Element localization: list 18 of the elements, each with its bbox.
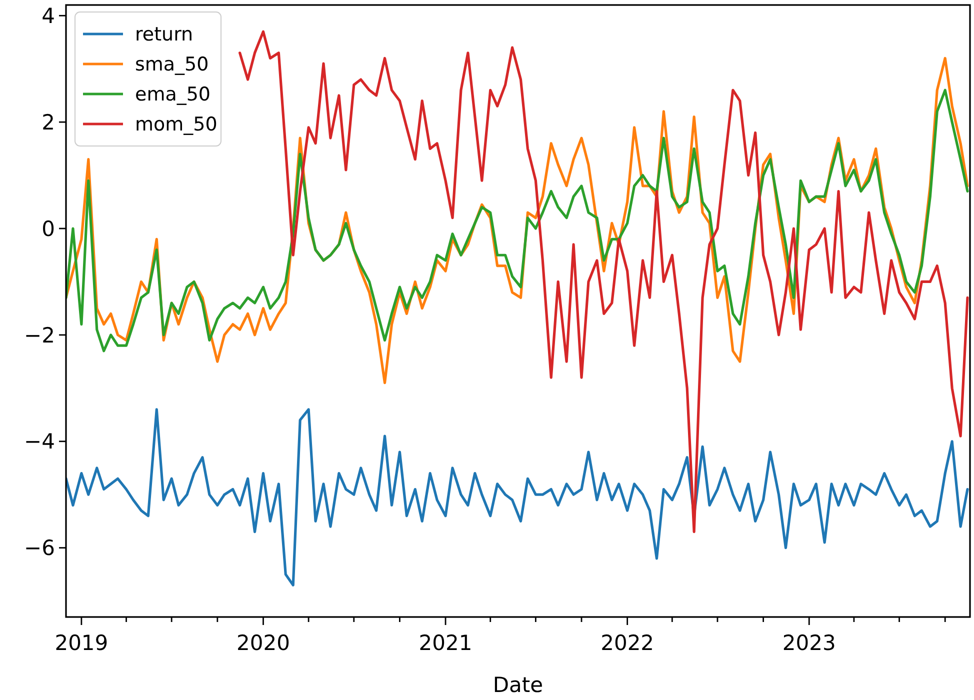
legend-label: ema_50 <box>135 84 211 106</box>
x-tick-label: 2020 <box>236 631 290 655</box>
y-tick-label: 4 <box>42 4 55 28</box>
legend-label: mom_50 <box>135 114 218 136</box>
y-tick-label: −2 <box>24 323 55 348</box>
x-tick-label: 2021 <box>418 631 472 655</box>
line-series <box>66 408 969 586</box>
legend-label: sma_50 <box>135 54 209 76</box>
y-tick-label: −6 <box>24 536 55 560</box>
x-tick-label: 2022 <box>600 631 654 655</box>
y-tick-label: −4 <box>24 430 55 454</box>
y-tick-label: 0 <box>42 216 55 241</box>
legend-label: return <box>135 24 194 46</box>
x-tick-label: 2023 <box>782 631 836 655</box>
line-series <box>238 30 969 534</box>
x-axis-title: Date <box>492 673 544 697</box>
y-tick-label: 2 <box>42 110 55 134</box>
x-tick-label: 2019 <box>54 631 108 655</box>
